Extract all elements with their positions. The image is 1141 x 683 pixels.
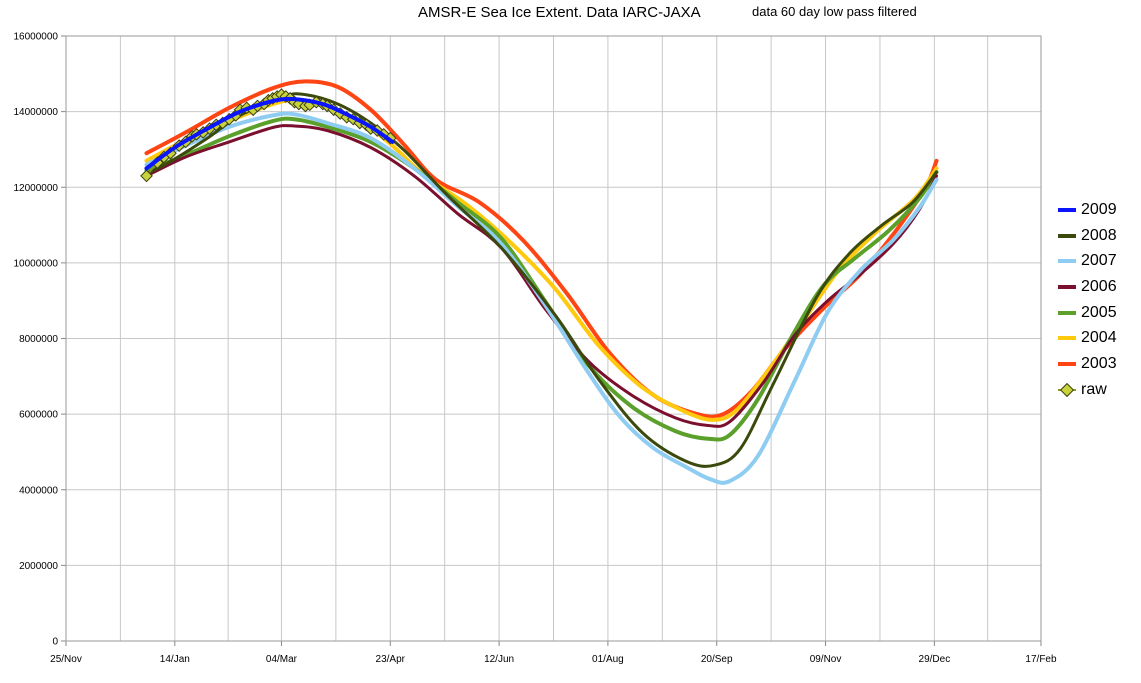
series-line-2008 — [145, 92, 938, 468]
legend-item-2006: 2006 — [1058, 274, 1117, 300]
y-tick-label: 12000000 — [14, 183, 59, 194]
plot-border — [65, 35, 1042, 642]
legend-item-2009: 2009 — [1058, 197, 1117, 223]
legend-label: 2004 — [1081, 329, 1117, 347]
legend-label: 2007 — [1081, 252, 1117, 270]
legend-swatch — [1058, 310, 1076, 315]
legend-swatch — [1058, 233, 1076, 238]
x-tick-label: 12/Jun — [484, 654, 514, 665]
series-line-2009 — [144, 96, 395, 171]
y-tick-label: 10000000 — [14, 258, 59, 269]
series-line-2003 — [144, 79, 939, 419]
x-tick-label: 04/Mar — [266, 654, 298, 665]
chart-title: AMSR-E Sea Ice Extent. Data IARC-JAXA — [418, 4, 701, 21]
x-tick-label: 20/Sep — [701, 654, 733, 665]
legend-item-2007: 2007 — [1058, 248, 1117, 274]
x-tick-label: 29/Dec — [919, 654, 951, 665]
raw-point — [140, 169, 153, 183]
legend-swatch — [1058, 361, 1076, 366]
legend-item-raw: raw — [1058, 377, 1117, 403]
legend-item-2008: 2008 — [1058, 223, 1117, 249]
diamond-marker-icon — [1058, 384, 1076, 396]
legend-item-2005: 2005 — [1058, 300, 1117, 326]
legend-swatch — [1058, 336, 1076, 341]
x-tick-label: 17/Feb — [1025, 654, 1057, 665]
series-line-2006 — [145, 124, 938, 428]
legend: 2009 2008 2007 2006 2005 2004 2003 raw — [1058, 197, 1117, 403]
y-tick-label: 14000000 — [14, 107, 59, 118]
x-tick-label: 23/Apr — [376, 654, 406, 665]
legend-item-2004: 2004 — [1058, 325, 1117, 351]
series-group — [144, 79, 939, 485]
legend-label: 2003 — [1081, 354, 1117, 372]
legend-label: 2006 — [1081, 277, 1117, 295]
legend-item-2003: 2003 — [1058, 351, 1117, 377]
y-tick-label: 4000000 — [19, 485, 58, 496]
legend-label: 2009 — [1081, 200, 1117, 218]
legend-label: 2005 — [1081, 303, 1117, 321]
axes: 0 2000000 4000000 6000000 8000000 10000000 120… — [14, 32, 1058, 666]
x-tick-label: 09/Nov — [810, 654, 842, 665]
series-line-2005 — [144, 116, 939, 442]
x-tick-label: 01/Aug — [592, 654, 624, 665]
y-tick-label: 8000000 — [19, 334, 58, 345]
chart-subtitle: data 60 day low pass filtered — [752, 4, 917, 19]
y-tick-label: 2000000 — [19, 561, 58, 572]
y-tick-label: 16000000 — [14, 32, 59, 43]
legend-label: 2008 — [1081, 226, 1117, 244]
x-tick-label: 25/Nov — [50, 654, 82, 665]
legend-swatch — [1058, 207, 1076, 212]
legend-swatch — [1058, 259, 1076, 264]
series-line-2007 — [144, 111, 939, 485]
y-tick-label: 6000000 — [19, 410, 58, 421]
y-tick-label: 0 — [52, 637, 58, 648]
legend-swatch — [1058, 284, 1076, 289]
legend-label: raw — [1081, 380, 1107, 398]
x-tick-label: 14/Jan — [160, 654, 190, 665]
